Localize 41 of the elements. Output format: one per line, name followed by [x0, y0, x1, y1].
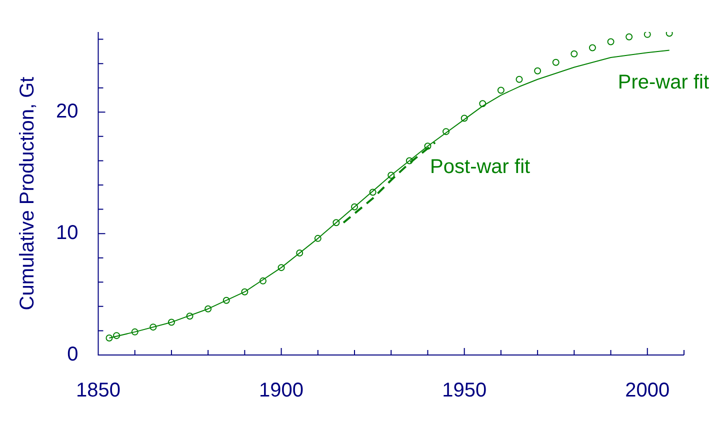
point [497, 86, 504, 94]
point [516, 76, 523, 83]
series-label: Post-war fit [430, 156, 531, 178]
point [388, 172, 395, 179]
point [479, 100, 486, 108]
point [644, 32, 651, 38]
point [369, 188, 376, 196]
point [131, 328, 138, 336]
point [588, 44, 596, 52]
point [204, 305, 212, 312]
x-tick-label: 2000 [625, 380, 670, 402]
point [607, 38, 614, 46]
point [106, 334, 113, 342]
point [150, 324, 157, 331]
point [222, 296, 230, 304]
point [460, 114, 468, 122]
point [314, 234, 322, 242]
point [570, 50, 578, 58]
point [442, 128, 450, 136]
x-tick-label: 1850 [76, 380, 120, 402]
point [296, 250, 304, 256]
series-label: Pre-war fit [618, 72, 710, 94]
point [168, 318, 175, 326]
y-tick-label: 20 [56, 100, 78, 123]
y-tick-label: 0 [67, 344, 78, 366]
y-axis-title: Cumulative Production, Gt [16, 76, 39, 310]
point [186, 312, 194, 320]
point [424, 142, 432, 150]
point [278, 264, 285, 272]
x-tick-label: 1950 [442, 380, 487, 402]
point [259, 277, 266, 284]
point [332, 219, 340, 226]
y-tick-label: 10 [56, 222, 78, 244]
point [626, 33, 633, 40]
point [534, 67, 542, 74]
point [241, 288, 248, 296]
point [406, 157, 413, 164]
point [113, 332, 120, 340]
x-tick-label: 1900 [259, 380, 304, 402]
point [552, 58, 560, 66]
point [351, 203, 358, 210]
